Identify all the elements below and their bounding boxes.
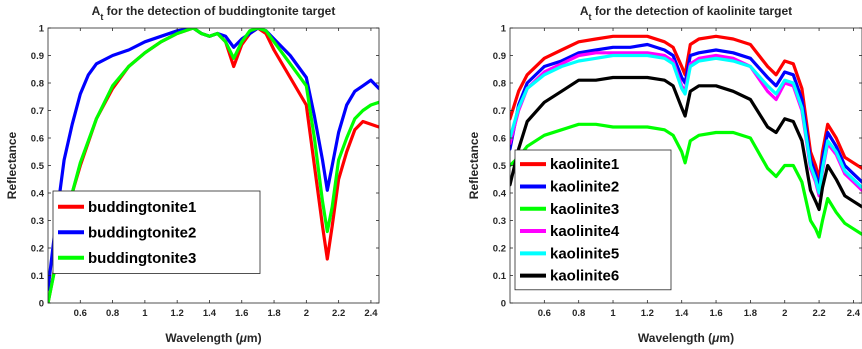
- legend-label-buddingtonite3: buddingtonite3: [88, 250, 196, 267]
- y-tick-label: 0.4: [31, 189, 45, 200]
- series-line-buddingtonite2: [48, 28, 379, 291]
- x-tick-label: 1.8: [744, 308, 757, 319]
- y-axis-label: Reflectance: [5, 131, 19, 199]
- y-tick-label: 0.5: [493, 161, 507, 172]
- y-tick-label: 0: [39, 299, 44, 310]
- x-tick-label: 1.2: [641, 308, 654, 319]
- series-line-buddingtonite3: [48, 28, 379, 303]
- x-tick-label: 2.2: [812, 308, 825, 319]
- x-axis-label-mu: μ: [239, 331, 248, 345]
- x-axis-label: Wavelength (μm): [165, 331, 261, 345]
- x-tick-label: 0.8: [572, 308, 585, 319]
- y-tick-label: 0.4: [493, 189, 507, 200]
- y-tick-label: 1: [501, 24, 507, 35]
- x-tick-label: 1.6: [709, 308, 722, 319]
- y-tick-label: 0.3: [493, 216, 506, 227]
- x-tick-label: 2.2: [332, 308, 345, 319]
- y-tick-label: 0.7: [31, 106, 44, 117]
- y-tick-label: 0.2: [493, 244, 506, 255]
- x-tick-label: 2.4: [847, 308, 861, 319]
- chart-title: At for the detection of buddingtonite ta…: [92, 4, 336, 22]
- y-tick-label: 0.1: [493, 271, 507, 282]
- y-tick-label: 0.2: [31, 244, 44, 255]
- y-tick-label: 1: [39, 24, 45, 35]
- chart-title-rest: for the detection of kaolinite target: [591, 4, 792, 18]
- x-tick-label: 1.4: [675, 308, 689, 319]
- y-tick-label: 0.8: [31, 79, 44, 90]
- x-tick-label: 1.8: [267, 308, 280, 319]
- chart-title-main: A: [92, 4, 101, 18]
- series-line-kaolinite5: [510, 53, 862, 195]
- series-line-kaolinite6: [510, 75, 862, 212]
- x-tick-label: 1: [610, 308, 616, 319]
- x-tick-label: 2: [782, 308, 787, 319]
- legend-label-kaolinite6: kaolinite6: [550, 268, 619, 285]
- y-tick-label: 0.6: [31, 134, 44, 145]
- series-line-kaolinite3: [510, 122, 862, 239]
- legend-box: [514, 149, 672, 291]
- y-tick-label: 0.9: [31, 51, 44, 62]
- y-tick-label: 0.9: [493, 51, 506, 62]
- legend-label-kaolinite1: kaolinite1: [550, 156, 619, 173]
- series-group: [510, 34, 862, 239]
- x-axis-label-start: Wavelength (: [638, 331, 712, 345]
- x-axis-label: Wavelength (μm): [638, 331, 734, 345]
- x-tick-label: 0.6: [74, 308, 87, 319]
- x-axis-label-end: m): [719, 331, 734, 345]
- chart-title-main: A: [580, 4, 589, 18]
- x-tick-label: 2.4: [364, 308, 378, 319]
- x-axis-label-start: Wavelength (: [165, 331, 239, 345]
- y-tick-label: 0.8: [493, 79, 506, 90]
- chart-title: At for the detection of kaolinite target: [580, 4, 792, 22]
- y-tick-label: 0: [501, 299, 506, 310]
- y-tick-label: 0.5: [31, 161, 45, 172]
- x-tick-label: 1.4: [203, 308, 217, 319]
- chart-title-rest: for the detection of buddingtonite targe…: [103, 4, 335, 18]
- legend: kaolinite1 kaolinite2 kaolinite3 kaolinite4…: [514, 149, 672, 291]
- x-axis-label-mu: μ: [711, 331, 720, 345]
- y-axis-label: Reflectance: [467, 131, 481, 199]
- y-tick-label: 0.7: [493, 106, 506, 117]
- chart-buddingtonite: At for the detection of buddingtonite ta…: [5, 4, 380, 345]
- series-group: [48, 28, 379, 303]
- chart-title-subscript: t: [588, 12, 591, 22]
- legend: buddingtonite1 buddingtonite2 buddingtonit…: [52, 190, 261, 274]
- legend-label-kaolinite4: kaolinite4: [550, 223, 620, 240]
- x-tick-label: 1: [142, 308, 148, 319]
- legend-label-kaolinite5: kaolinite5: [550, 245, 619, 262]
- y-tick-label: 0.1: [31, 271, 45, 282]
- x-tick-label: 0.6: [538, 308, 551, 319]
- x-axis-label-end: m): [247, 331, 262, 345]
- chart-kaolinite: At for the detection of kaolinite target…: [467, 4, 862, 345]
- y-tick-label: 0.6: [493, 134, 506, 145]
- y-tick-label: 0.3: [31, 216, 44, 227]
- legend-box: [52, 190, 261, 274]
- x-tick-label: 2: [304, 308, 309, 319]
- x-tick-label: 0.8: [106, 308, 119, 319]
- legend-label-buddingtonite2: buddingtonite2: [88, 225, 196, 242]
- x-tick-label: 1.2: [171, 308, 184, 319]
- legend-label-kaolinite3: kaolinite3: [550, 201, 619, 218]
- x-tick-label: 1.6: [235, 308, 248, 319]
- chart-title-subscript: t: [100, 12, 103, 22]
- legend-label-buddingtonite1: buddingtonite1: [88, 199, 196, 216]
- legend-label-kaolinite2: kaolinite2: [550, 178, 619, 195]
